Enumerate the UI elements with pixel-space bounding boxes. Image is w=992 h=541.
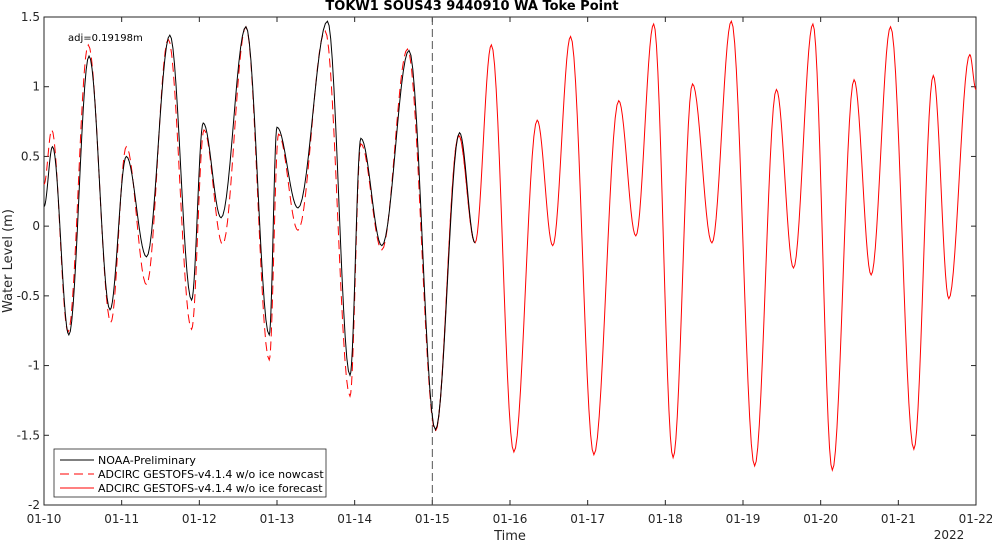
y-axis: -2 -1.5 -1 -0.5 0 0.5 1 1.5	[17, 10, 976, 512]
chart-title: TOKW1 SOUS43 9440910 WA Toke Point	[325, 0, 618, 14]
x-tick-label: 01-13	[260, 512, 295, 526]
x-tick-label: 01-11	[104, 512, 139, 526]
x-tick-label: 01-21	[881, 512, 916, 526]
x-tick-label: 01-20	[803, 512, 838, 526]
adjustment-annotation: adj=0.19198m	[68, 33, 143, 44]
y-tick-label: -0.5	[17, 289, 40, 303]
y-tick-label: 1	[32, 80, 40, 94]
x-tick-label: 01-15	[415, 512, 450, 526]
x-axis: 01-10 01-11 01-12 01-13 01-14 01-15 01-16 01-17…	[27, 17, 992, 526]
legend-item-forecast-label: ADCIRC GESTOFS-v4.1.4 w/o ice forecast	[98, 482, 323, 495]
x-tick-label: 01-16	[493, 512, 528, 526]
legend-item-noaa-preliminary-label: NOAA-Preliminary	[98, 454, 196, 467]
x-tick-label: 01-12	[182, 512, 217, 526]
series-forecast	[434, 19, 977, 472]
year-label: 2022	[934, 528, 965, 541]
y-axis-label: Water Level (m)	[1, 209, 16, 313]
legend-item-nowcast-label: ADCIRC GESTOFS-v4.1.4 w/o ice nowcast	[98, 468, 324, 481]
legend-box	[53, 448, 327, 498]
y-tick-label: 1.5	[21, 10, 40, 24]
y-tick-label: -1.5	[17, 428, 40, 442]
x-tick-label: 01-10	[27, 512, 62, 526]
series-layer	[43, 19, 977, 472]
y-tick-label: -1	[28, 359, 40, 373]
y-tick-label: 0.5	[21, 149, 40, 163]
y-tick-label: 0	[32, 219, 40, 233]
series-noaa-preliminary	[43, 20, 476, 431]
y-tick-label: -2	[28, 498, 40, 512]
x-axis-label: Time	[493, 529, 526, 541]
x-tick-label: 01-19	[726, 512, 761, 526]
x-tick-label: 01-17	[570, 512, 605, 526]
x-tick-label: 01-18	[648, 512, 683, 526]
x-tick-label: 01-22	[959, 512, 992, 526]
x-tick-label: 01-14	[337, 512, 372, 526]
